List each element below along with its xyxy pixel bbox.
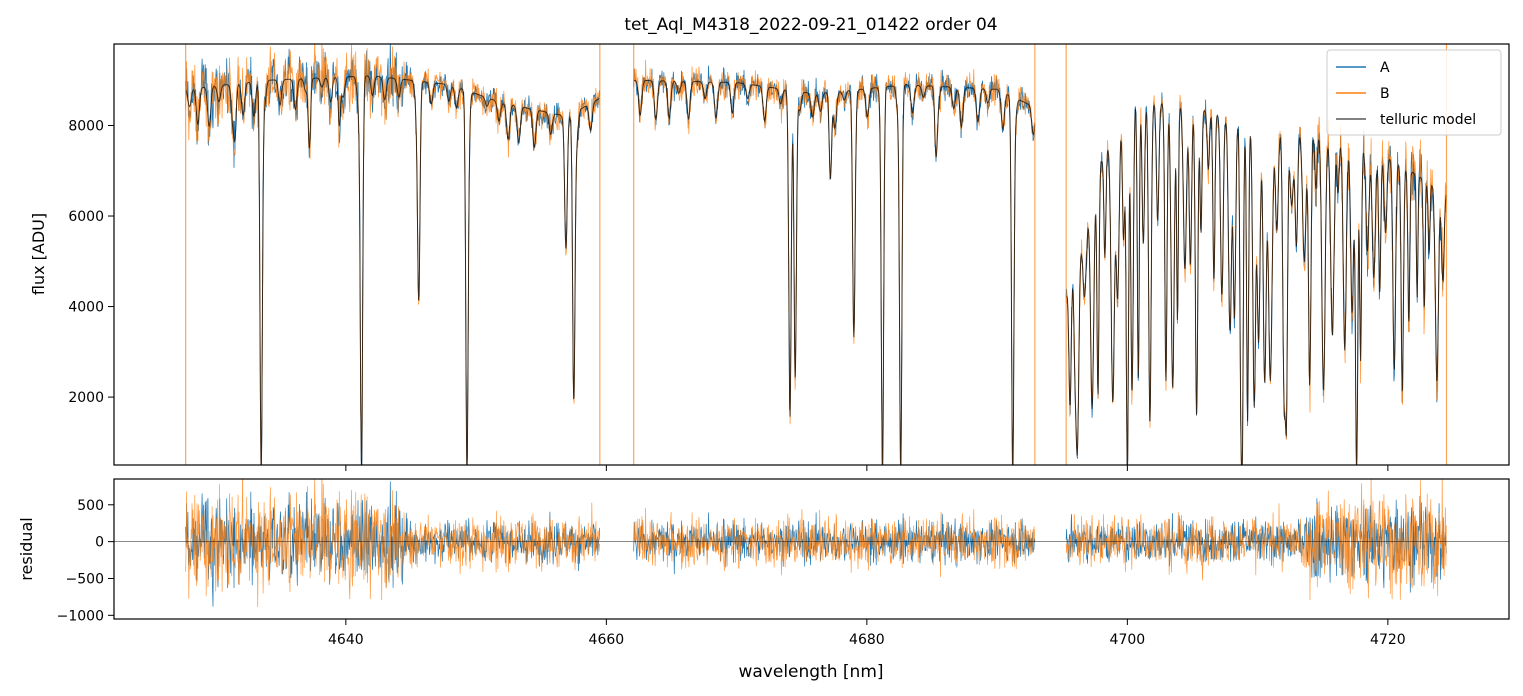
residual-x-tick-label: 4660: [589, 632, 625, 648]
flux-y-ticks: 2000 4000 6000 8000: [68, 118, 114, 406]
telluric-model-line: [185, 75, 600, 465]
legend-label-b: B: [1380, 86, 1390, 102]
chart-title: tet_Aql_M4318_2022-09-21_01422 order 04: [624, 15, 997, 35]
residual-x-tick-label: 4640: [328, 632, 364, 648]
flux-y-tick-label: 6000: [68, 209, 104, 225]
flux-axes-frame: [113, 43, 1510, 466]
residual-x-tick-label: 4680: [849, 632, 885, 648]
flux-y-tick-label: 8000: [68, 118, 104, 134]
legend-label-telluric: telluric model: [1380, 112, 1476, 128]
residual-data-layer: [114, 479, 1509, 608]
residual-x-tick-label: 4700: [1110, 632, 1146, 648]
flux-axes: 2000 4000 6000 8000 flux [ADU] A B telluric…: [29, 43, 1510, 471]
residual-x-tick-label: 4720: [1370, 632, 1406, 648]
flux-x-ticks: [345, 465, 1389, 471]
telluric-model-line: [1065, 102, 1447, 465]
residual-x-ticks: 4640 4660 4680 4700 4720: [328, 619, 1406, 648]
residual-axes: −1000 −500 0 500 4640 4660 4680 4700 4720 resid…: [17, 478, 1510, 682]
x-axis-label: wavelength [nm]: [738, 662, 883, 682]
flux-y-tick-label: 4000: [68, 300, 104, 316]
legend-label-a: A: [1380, 60, 1390, 76]
legend: A B telluric model: [1326, 49, 1502, 136]
residual-series-b-line: [1065, 479, 1447, 601]
flux-data-layer: [185, 44, 1448, 465]
residual-axes-frame: [113, 478, 1510, 620]
residual-series-b-line: [633, 507, 1036, 578]
residual-y-tick-label: 0: [95, 535, 104, 551]
residual-y-ticks: −1000 −500 0 500: [57, 498, 114, 624]
residual-y-tick-label: −500: [66, 571, 104, 587]
flux-y-tick-label: 2000: [68, 390, 104, 406]
telluric-model-line: [633, 80, 1036, 465]
residual-series-b-line: [185, 479, 600, 608]
residual-y-axis-label: residual: [17, 517, 36, 580]
residual-y-tick-label: −1000: [57, 608, 104, 624]
flux-y-axis-label: flux [ADU]: [29, 213, 48, 295]
flux-series-b-line: [633, 59, 1036, 465]
legend-box: [1326, 49, 1502, 136]
residual-y-tick-label: 500: [77, 498, 104, 514]
